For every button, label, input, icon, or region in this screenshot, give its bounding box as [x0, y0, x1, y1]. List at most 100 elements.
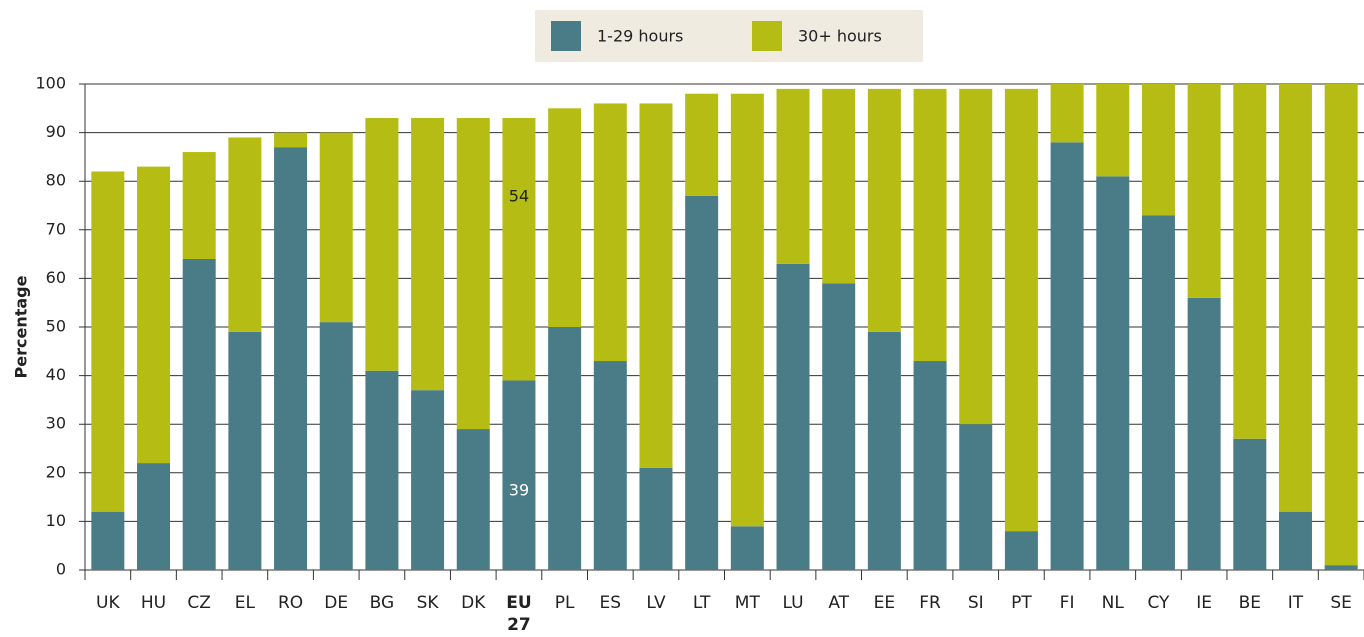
x-tick-label: ES [599, 593, 622, 613]
x-tick-label: RO [277, 593, 304, 613]
bar-segment [1141, 215, 1175, 570]
x-tick-label: PT [1011, 593, 1032, 613]
x-tick-label: LT [692, 593, 711, 613]
y-tick-label: 10 [46, 511, 66, 530]
bar-segment [411, 390, 445, 570]
x-tick-label: HU [140, 593, 167, 613]
x-tick-label: CZ [187, 593, 211, 613]
bar-segment [502, 118, 536, 381]
x-tick-label: SK [416, 593, 439, 613]
bar-segment [456, 429, 490, 570]
bar-segment [1004, 531, 1038, 570]
x-tick-label: EL [234, 593, 255, 613]
bar-segment [365, 118, 399, 371]
bar-segment [548, 327, 582, 570]
bar-segment [593, 103, 627, 362]
bar-segment [274, 147, 308, 570]
bar-segment [959, 88, 993, 425]
bar-segment [502, 380, 536, 570]
bar-segment [1050, 84, 1084, 143]
bar-segment [822, 88, 856, 284]
bar-segment [319, 132, 353, 323]
legend-swatch [551, 21, 581, 51]
x-tick-label: BG [369, 593, 395, 613]
bar-segment [1004, 88, 1038, 532]
bar-segment [639, 467, 673, 570]
x-tick-label: BE [1238, 593, 1261, 613]
bar-segment [867, 88, 901, 332]
x-tick-label: MT [734, 593, 760, 613]
y-tick-label: 50 [46, 317, 66, 336]
bar-segment [228, 331, 262, 570]
y-tick-label: 20 [46, 462, 66, 481]
bar-segment [593, 361, 627, 570]
bar-segment [1141, 84, 1175, 216]
bar-segment [456, 118, 490, 430]
bar-segment [1233, 438, 1267, 570]
legend-swatch [752, 21, 782, 51]
bar-segment [1233, 84, 1267, 439]
bar-segment [274, 132, 308, 148]
legend-box [535, 10, 923, 62]
bar-segment [319, 322, 353, 570]
bar-segment [822, 283, 856, 570]
y-axis-label: Percentage [12, 275, 31, 378]
bar-segment [685, 93, 719, 196]
x-tick-label: DK [461, 593, 486, 613]
x-tick-label: DE [324, 593, 349, 613]
bar-segment [1187, 84, 1221, 298]
bar-segment [1278, 511, 1312, 570]
x-tick-label: EE [873, 593, 896, 613]
bar-segment [1096, 176, 1130, 570]
x-tick-label: LV [646, 593, 666, 613]
bar-segment [137, 166, 171, 464]
x-tick-label: NL [1101, 593, 1124, 613]
legend-label: 30+ hours [798, 27, 882, 46]
y-tick-label: 70 [46, 219, 66, 238]
x-tick-label: LU [782, 593, 804, 613]
x-tick-label: FR [919, 593, 941, 613]
bar-segment [1096, 84, 1130, 177]
bar-segment [365, 370, 399, 570]
bar-segment [411, 118, 445, 391]
bar-segment [776, 88, 810, 264]
legend-label: 1-29 hours [597, 27, 683, 46]
x-tick-label: SE [1330, 593, 1352, 613]
bar-segment [639, 103, 673, 468]
bar-segment [913, 88, 947, 362]
bar-segment [228, 137, 262, 332]
y-tick-label: 40 [46, 365, 66, 384]
y-tick-label: 0 [56, 560, 66, 579]
x-tick-label: IT [1287, 593, 1304, 613]
bar-segment [1050, 142, 1084, 570]
x-tick-label: SI [967, 593, 984, 613]
x-tick-label: IE [1196, 593, 1212, 613]
bar-segment [1324, 84, 1358, 566]
bar-segment [867, 331, 901, 570]
x-tick-label: EU 27 [506, 593, 532, 635]
data-label: 39 [509, 481, 529, 500]
x-tick-label: FI [1059, 593, 1075, 613]
x-tick-label: CY [1147, 593, 1170, 613]
y-tick-label: 90 [46, 122, 66, 141]
data-label: 54 [509, 186, 529, 205]
x-tick-label: AT [828, 593, 850, 613]
bar-segment [91, 511, 125, 570]
bar-segment [913, 361, 947, 570]
bar-segment [548, 108, 582, 327]
bar-segment [730, 93, 764, 527]
x-tick-label: PL [554, 593, 575, 613]
y-tick-label: 80 [46, 171, 66, 190]
y-tick-label: 30 [46, 414, 66, 433]
bar-segment [182, 152, 216, 259]
y-tick-label: 60 [46, 268, 66, 287]
bar-segment [91, 171, 125, 512]
bar-segment [137, 463, 171, 570]
bar-segment [1187, 297, 1221, 570]
x-tick-label: UK [96, 593, 120, 613]
bar-segment [685, 195, 719, 570]
bar-segment [776, 263, 810, 570]
y-tick-label: 100 [35, 74, 66, 93]
